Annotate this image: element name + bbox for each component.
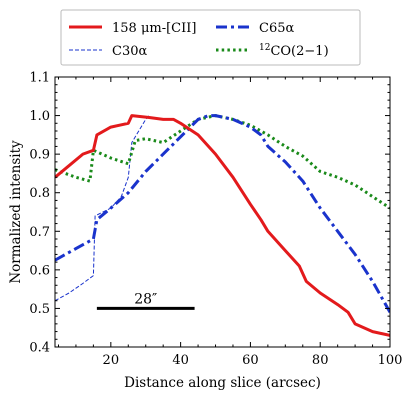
x-tick-label: 100 [378, 353, 403, 368]
legend-label-c65: C65α [259, 21, 294, 36]
y-tick-label: 0.9 [29, 148, 50, 163]
legend-label-co-text: CO(2−1) [270, 44, 328, 59]
y-tick-label: 0.6 [29, 263, 50, 278]
y-tick-label: 0.5 [29, 302, 50, 317]
series-line-158-m-cii [55, 114, 390, 337]
legend-label-co-superscript: 12 [259, 43, 270, 53]
legend-label-cii: 158 μm-[CII] [112, 21, 196, 36]
series-line-c65 [55, 114, 390, 314]
scalebar-label: 28″ [134, 291, 157, 307]
y-axis-label: Normalized intensity [8, 140, 24, 284]
y-tick-label: 0.8 [29, 186, 50, 201]
legend-box [60, 9, 361, 66]
x-axis-label: Distance along slice (arcsec) [124, 375, 321, 391]
y-tick-label: 1.1 [29, 71, 50, 86]
scalebar: 28″ [96, 291, 195, 310]
x-tick-label: 60 [242, 353, 259, 368]
x-tick-label: 80 [312, 353, 329, 368]
x-tick-label: 40 [172, 353, 189, 368]
axes-frame [54, 76, 391, 348]
legend-label-co: 12CO(2−1) [259, 43, 329, 59]
legend: 158 μm-[CII] C65α C30α 12CO(2−1) [60, 9, 361, 66]
legend-label-c30: C30α [112, 44, 147, 59]
plot-lines [55, 114, 390, 337]
y-tick-label: 0.4 [29, 341, 50, 356]
y-tick-label: 1.0 [29, 109, 50, 124]
axis-ticks: 20 40 60 80 100 0.4 0.5 0.6 0.7 0.8 0.9 1.0 1.1 [29, 71, 402, 369]
x-tick-label: 20 [103, 353, 120, 368]
y-tick-label: 0.7 [29, 225, 50, 240]
